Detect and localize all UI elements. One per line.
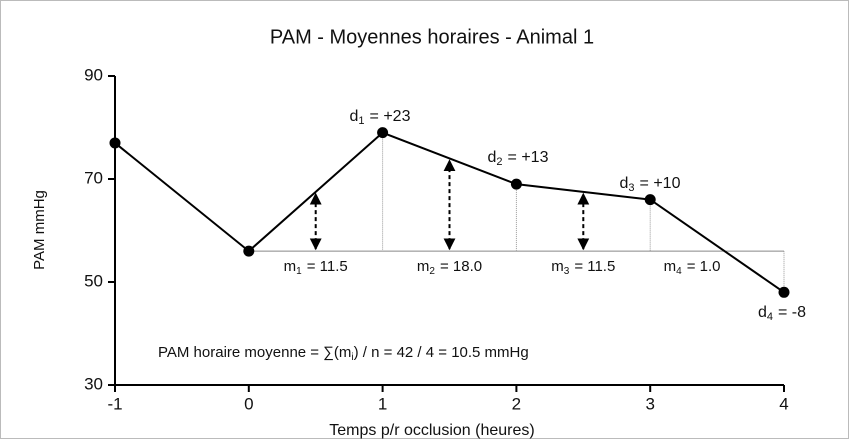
- mean-symbol: m: [551, 258, 564, 275]
- y-tick-label: 50: [84, 271, 103, 290]
- mean-index: 1: [296, 266, 302, 277]
- difference-symbol: d: [620, 175, 629, 192]
- mean-symbol: m: [284, 258, 297, 275]
- data-point: [510, 178, 522, 190]
- formula-part: PAM horaire moyenne = ∑(m: [158, 344, 351, 361]
- difference-value-label: = +10: [640, 175, 681, 192]
- data-point: [109, 137, 121, 149]
- x-tick-label: -1: [107, 394, 122, 413]
- difference-symbol: d: [488, 149, 497, 166]
- difference-value-label: = +23: [370, 108, 411, 125]
- difference-index: 3: [628, 182, 634, 194]
- difference-value-label: = +13: [508, 149, 549, 166]
- mean-label: m4 = 1.0: [664, 258, 721, 277]
- mean-symbol: m: [664, 258, 677, 275]
- series-line: [114, 131, 785, 294]
- y-axis-label: PAM mmHg: [31, 190, 48, 270]
- formula-part: ) / n = 42 / 4 = 10.5 mmHg: [354, 344, 529, 361]
- x-tick-label: 2: [512, 394, 521, 413]
- difference-index: 4: [767, 311, 773, 323]
- difference-label: d2 = +13: [488, 149, 549, 168]
- mean-label: m3 = 11.5: [551, 258, 615, 277]
- difference-symbol: d: [350, 108, 359, 125]
- mean-value-label: = 1.0: [687, 258, 721, 275]
- data-point: [778, 286, 790, 298]
- x-tick-label: 0: [244, 394, 253, 413]
- data-point: [243, 245, 255, 257]
- mean-value-label: = 11.5: [307, 258, 348, 275]
- mean-label: m2 = 18.0: [417, 258, 482, 277]
- mean-label: m1 = 11.5: [284, 258, 348, 277]
- x-axis-label: Temps p/r occlusion (heures): [329, 422, 534, 439]
- y-tick-label: 70: [84, 168, 103, 187]
- y-tick-label: 90: [84, 65, 103, 84]
- difference-label: d1 = +23: [350, 108, 411, 127]
- data-point: [644, 194, 656, 206]
- difference-value-label: = -8: [778, 304, 806, 321]
- y-tick-label: 30: [84, 374, 103, 393]
- x-tick-label: 4: [779, 394, 788, 413]
- chart-title: PAM - Moyennes horaires - Animal 1: [270, 26, 594, 48]
- mean-value-label: = 11.5: [574, 258, 615, 275]
- mean-index: 2: [429, 266, 435, 277]
- data-point: [377, 127, 389, 139]
- mean-index: 4: [676, 266, 682, 277]
- difference-index: 1: [358, 115, 364, 127]
- formula: PAM horaire moyenne = ∑(mi) / n = 42 / 4…: [158, 344, 529, 363]
- x-tick-label: 3: [645, 394, 654, 413]
- formula-sub: i: [351, 352, 353, 363]
- difference-label: d4 = -8: [758, 304, 806, 323]
- mean-index: 3: [564, 266, 570, 277]
- difference-label: d3 = +10: [620, 175, 681, 194]
- mean-symbol: m: [417, 258, 430, 275]
- difference-index: 2: [496, 156, 502, 168]
- mean-value-label: = 18.0: [440, 258, 482, 275]
- difference-symbol: d: [758, 304, 767, 321]
- x-tick-label: 1: [378, 394, 387, 413]
